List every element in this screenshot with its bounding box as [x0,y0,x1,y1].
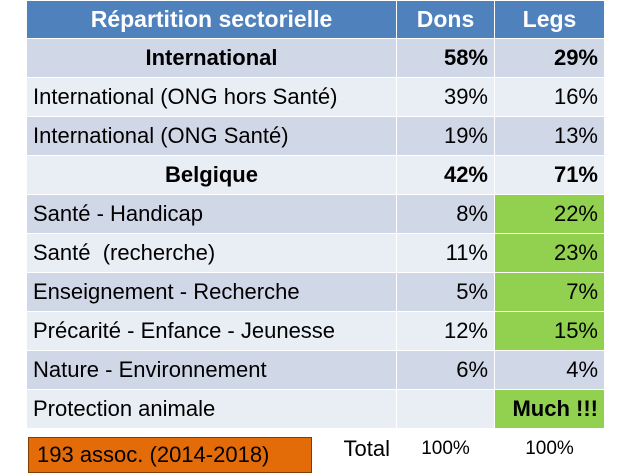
row-dons: 11% [396,233,495,273]
row-legs-highlighted: 22% [494,194,605,234]
row-legs: 71% [494,155,605,195]
table-row: International (ONG hors Santé) 39% 16% [26,77,605,117]
sector-distribution-table: Répartition sectorielle Dons Legs Intern… [26,0,605,469]
row-label: Précarité - Enfance - Jeunesse [26,311,397,351]
row-label: Santé - Handicap [26,194,397,234]
row-dons: 39% [396,77,495,117]
row-label: International (ONG hors Santé) [26,77,397,117]
row-legs: 29% [494,38,605,78]
row-dons [396,389,495,429]
row-dons: 42% [396,155,495,195]
header-sector: Répartition sectorielle [26,0,397,39]
associations-count-badge: 193 assoc. (2014-2018) [28,437,312,473]
row-label: Protection animale [26,389,397,429]
table-row: International 58% 29% [26,38,605,78]
row-label: International (ONG Santé) [26,116,397,156]
table-row: Belgique 42% 71% [26,155,605,195]
total-legs: 100% [494,428,605,469]
row-dons: 5% [396,272,495,312]
table-row: Santé - Handicap 8% 22% [26,194,605,234]
row-label: International [26,38,397,78]
table-header-row: Répartition sectorielle Dons Legs [26,0,605,39]
table-row: Enseignement - Recherche 5% 7% [26,272,605,312]
total-dons: 100% [396,428,495,469]
row-legs-highlighted: 7% [494,272,605,312]
row-dons: 19% [396,116,495,156]
row-label: Nature - Environnement [26,350,397,390]
table-row: International (ONG Santé) 19% 13% [26,116,605,156]
row-legs-highlighted: Much !!! [494,389,605,429]
row-label: Santé (recherche) [26,233,397,273]
row-legs: 16% [494,77,605,117]
row-dons: 12% [396,311,495,351]
row-legs-highlighted: 23% [494,233,605,273]
table-row: Santé (recherche) 11% 23% [26,233,605,273]
row-legs-highlighted: 15% [494,311,605,351]
table-row: Précarité - Enfance - Jeunesse 12% 15% [26,311,605,351]
row-dons: 8% [396,194,495,234]
header-dons: Dons [396,0,495,39]
table-row: Protection animale Much !!! [26,389,605,429]
table-row: Nature - Environnement 6% 4% [26,350,605,390]
header-legs: Legs [494,0,605,39]
row-legs: 13% [494,116,605,156]
row-label: Belgique [26,155,397,195]
row-legs: 4% [494,350,605,390]
row-label: Enseignement - Recherche [26,272,397,312]
row-dons: 6% [396,350,495,390]
row-dons: 58% [396,38,495,78]
